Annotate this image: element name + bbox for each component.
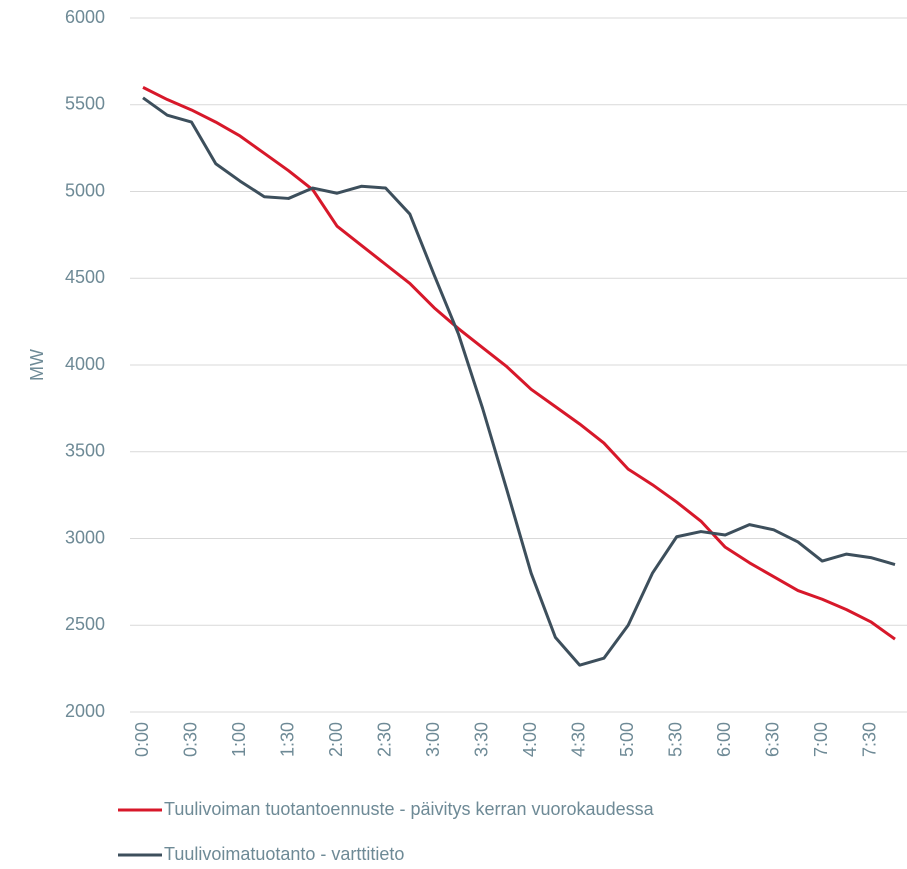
x-tick-label: 7:00 [811, 722, 831, 757]
y-tick-label: 4000 [65, 354, 105, 374]
y-tick-label: 3000 [65, 527, 105, 547]
x-tick-label: 7:30 [859, 722, 879, 757]
x-tick-label: 4:30 [568, 722, 588, 757]
y-tick-label: 5000 [65, 180, 105, 200]
x-tick-label: 4:00 [520, 722, 540, 757]
series-line [142, 86, 896, 641]
y-tick-label: 2000 [65, 701, 105, 721]
x-tick-label: 0:30 [180, 722, 200, 757]
y-tick-label: 3500 [65, 441, 105, 461]
x-tick-label: 1:00 [229, 722, 249, 757]
x-tick-label: 3:00 [423, 722, 443, 757]
series-line [142, 96, 896, 667]
x-tick-label: 6:00 [714, 722, 734, 757]
x-tick-label: 6:30 [762, 722, 782, 757]
x-tick-label: 3:30 [471, 722, 491, 757]
x-tick-label: 2:30 [374, 722, 394, 757]
y-axis-label: MW [27, 349, 47, 381]
x-tick-label: 2:00 [326, 722, 346, 757]
x-tick-label: 5:30 [665, 722, 685, 757]
y-tick-label: 5500 [65, 94, 105, 114]
x-tick-label: 0:00 [132, 722, 152, 757]
y-tick-label: 6000 [65, 7, 105, 27]
y-tick-label: 2500 [65, 614, 105, 634]
legend-label: Tuulivoiman tuotantoennuste - päivitys k… [164, 799, 655, 819]
x-tick-label: 5:00 [617, 722, 637, 757]
y-tick-label: 4500 [65, 267, 105, 287]
legend-label: Tuulivoimatuotanto - varttitieto [164, 844, 404, 864]
x-tick-label: 1:30 [277, 722, 297, 757]
